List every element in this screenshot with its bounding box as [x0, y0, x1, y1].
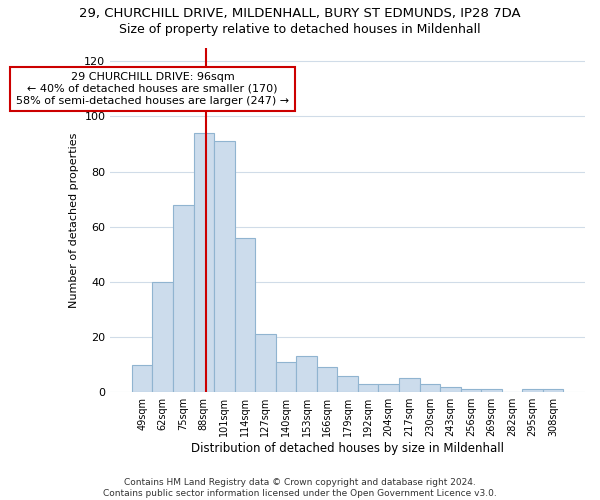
- Bar: [481, 390, 502, 392]
- Bar: [235, 238, 255, 392]
- Text: 29, CHURCHILL DRIVE, MILDENHALL, BURY ST EDMUNDS, IP28 7DA: 29, CHURCHILL DRIVE, MILDENHALL, BURY ST…: [79, 8, 521, 20]
- Bar: [173, 204, 194, 392]
- Bar: [461, 390, 481, 392]
- Bar: [358, 384, 379, 392]
- X-axis label: Distribution of detached houses by size in Mildenhall: Distribution of detached houses by size …: [191, 442, 504, 455]
- Bar: [214, 142, 235, 392]
- Text: Contains HM Land Registry data © Crown copyright and database right 2024.
Contai: Contains HM Land Registry data © Crown c…: [103, 478, 497, 498]
- Bar: [194, 133, 214, 392]
- Bar: [152, 282, 173, 392]
- Bar: [379, 384, 399, 392]
- Bar: [523, 390, 543, 392]
- Bar: [543, 390, 563, 392]
- Bar: [419, 384, 440, 392]
- Text: Size of property relative to detached houses in Mildenhall: Size of property relative to detached ho…: [119, 22, 481, 36]
- Text: 29 CHURCHILL DRIVE: 96sqm
← 40% of detached houses are smaller (170)
58% of semi: 29 CHURCHILL DRIVE: 96sqm ← 40% of detac…: [16, 72, 289, 106]
- Bar: [255, 334, 276, 392]
- Y-axis label: Number of detached properties: Number of detached properties: [69, 132, 79, 308]
- Bar: [276, 362, 296, 392]
- Bar: [317, 368, 337, 392]
- Bar: [132, 364, 152, 392]
- Bar: [296, 356, 317, 392]
- Bar: [399, 378, 419, 392]
- Bar: [440, 386, 461, 392]
- Bar: [337, 376, 358, 392]
